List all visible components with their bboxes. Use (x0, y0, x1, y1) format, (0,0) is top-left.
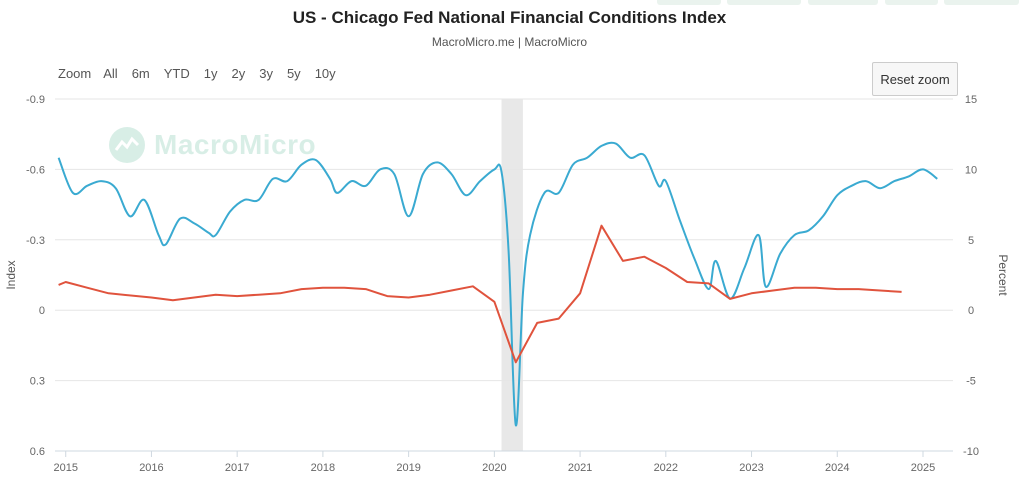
x-tick-label: 2016 (139, 462, 163, 474)
x-tick-label: 2023 (739, 462, 763, 474)
x-tick-label: 2025 (911, 462, 935, 474)
chart-subtitle: MacroMicro.me | MacroMicro (431, 35, 588, 49)
range-ytd-button[interactable]: YTD (163, 66, 190, 81)
x-tick-label: 2022 (654, 462, 678, 474)
y-left-tick-label: 0.3 (30, 376, 45, 388)
watermark-text: MacroMicro (154, 129, 317, 160)
y-right-tick-label: 0 (968, 305, 974, 317)
top-tab[interactable] (727, 0, 801, 5)
top-tab[interactable] (885, 0, 938, 5)
x-tick-label: 2015 (53, 462, 77, 474)
zoom-label: Zoom (58, 66, 92, 81)
y-right-tick-label: 5 (968, 235, 974, 247)
y-right-tick-label: -10 (963, 446, 979, 458)
y-left-tick-label: -0.6 (26, 164, 45, 176)
x-tick-label: 2017 (225, 462, 249, 474)
top-tab[interactable] (657, 0, 721, 5)
range-1y-button[interactable]: 1y (203, 66, 218, 81)
range-2y-button[interactable]: 2y (231, 66, 246, 81)
chart-title: US - Chicago Fed National Financial Cond… (292, 8, 727, 27)
macromicro-logo-icon (109, 127, 145, 163)
top-tab[interactable] (944, 0, 1019, 5)
y-left-axis-title: Index (4, 260, 18, 289)
series-line-percent (58, 224, 902, 364)
recession-band (501, 99, 523, 451)
reset-zoom-button[interactable]: Reset zoom (872, 62, 958, 96)
range-3y-button[interactable]: 3y (259, 66, 273, 81)
range-6m-button[interactable]: 6m (131, 66, 150, 81)
y-right-tick-label: 15 (965, 94, 977, 106)
y-left-tick-label: -0.9 (26, 94, 45, 106)
y-left-tick-label: 0 (39, 305, 45, 317)
y-right-tick-label: 10 (965, 164, 977, 176)
watermark: MacroMicro (108, 126, 316, 164)
x-tick-label: 2020 (482, 462, 506, 474)
x-tick-label: 2021 (568, 462, 592, 474)
series-line-index (57, 141, 938, 427)
x-tick-label: 2019 (396, 462, 420, 474)
range-all-button[interactable]: All (103, 66, 118, 81)
x-tick-label: 2024 (825, 462, 849, 474)
range-5y-button[interactable]: 5y (286, 66, 301, 81)
range-selector: Zoom All 6m YTD 1y 2y 3y 5y 10y (58, 66, 350, 81)
range-10y-button[interactable]: 10y (314, 66, 336, 81)
y-right-tick-label: -5 (966, 376, 976, 388)
y-right-axis-title: Percent (996, 254, 1010, 296)
top-tab[interactable] (808, 0, 878, 5)
x-tick-label: 2018 (311, 462, 335, 474)
y-left-tick-label: 0.6 (30, 446, 45, 458)
y-left-tick-label: -0.3 (26, 235, 45, 247)
